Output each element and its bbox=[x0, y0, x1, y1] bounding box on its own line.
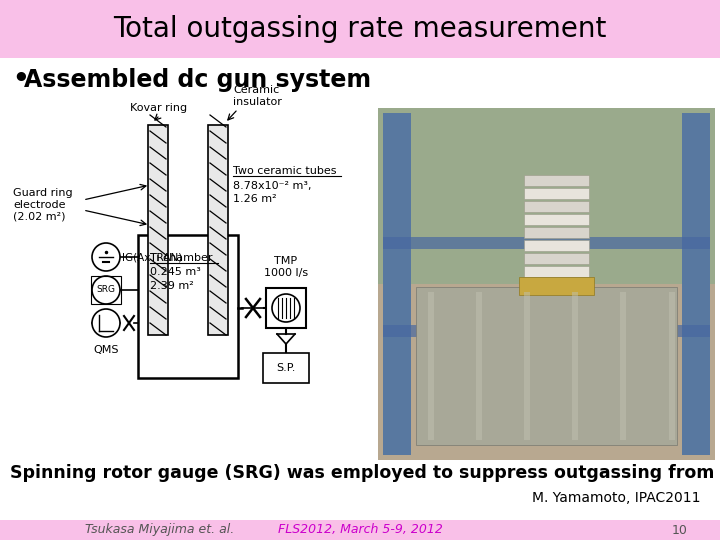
Bar bbox=[138, 235, 238, 378]
Bar bbox=[378, 108, 715, 460]
Bar bbox=[266, 288, 306, 328]
Bar bbox=[524, 292, 530, 440]
Bar bbox=[0, 0, 720, 58]
Circle shape bbox=[92, 309, 120, 337]
Bar bbox=[524, 201, 589, 212]
Bar bbox=[524, 188, 589, 199]
Text: Kovar ring: Kovar ring bbox=[130, 103, 187, 113]
Text: SRG: SRG bbox=[96, 286, 115, 294]
Bar bbox=[378, 108, 715, 284]
Bar bbox=[91, 276, 121, 304]
Bar bbox=[682, 113, 710, 455]
Text: Guard ring
electrode
(2.02 m²): Guard ring electrode (2.02 m²) bbox=[13, 188, 73, 221]
Text: FLS2012, March 5-9, 2012: FLS2012, March 5-9, 2012 bbox=[278, 523, 442, 537]
Text: 10: 10 bbox=[672, 523, 688, 537]
Circle shape bbox=[92, 276, 120, 304]
Bar bbox=[524, 214, 589, 225]
Bar bbox=[519, 277, 594, 295]
Text: Spinning rotor gauge (SRG) was employed to suppress outgassing from the gauge.: Spinning rotor gauge (SRG) was employed … bbox=[10, 464, 720, 482]
Bar bbox=[383, 237, 710, 249]
Bar bbox=[208, 125, 228, 335]
Bar bbox=[263, 353, 309, 383]
Text: IG(AxTRAN): IG(AxTRAN) bbox=[122, 252, 182, 262]
Text: QMS: QMS bbox=[94, 345, 119, 355]
Text: S.P.: S.P. bbox=[276, 363, 296, 373]
Bar bbox=[383, 113, 411, 455]
Bar bbox=[148, 125, 168, 335]
Text: 1.26 m²: 1.26 m² bbox=[233, 194, 276, 204]
Bar bbox=[383, 325, 710, 337]
Text: Assembled dc gun system: Assembled dc gun system bbox=[24, 68, 371, 92]
Bar bbox=[620, 292, 626, 440]
Text: Ceramic
insulator: Ceramic insulator bbox=[233, 85, 282, 107]
Text: 2.39 m²: 2.39 m² bbox=[150, 281, 194, 291]
Bar bbox=[524, 240, 589, 251]
Bar bbox=[669, 292, 675, 440]
Bar bbox=[524, 175, 589, 186]
Bar bbox=[524, 227, 589, 238]
Bar bbox=[428, 292, 434, 440]
Text: Total outgassing rate measurement: Total outgassing rate measurement bbox=[113, 15, 607, 43]
Text: Tsukasa Miyajima et. al.: Tsukasa Miyajima et. al. bbox=[86, 523, 235, 537]
Text: Ti chamber: Ti chamber bbox=[150, 253, 212, 263]
Text: 0.245 m³: 0.245 m³ bbox=[150, 267, 201, 277]
Bar bbox=[524, 253, 589, 264]
Bar bbox=[572, 292, 578, 440]
Text: •: • bbox=[12, 67, 29, 93]
Text: M. Yamamoto, IPAC2011: M. Yamamoto, IPAC2011 bbox=[531, 491, 700, 505]
Bar bbox=[524, 266, 589, 277]
Text: 8.78x10⁻² m³,: 8.78x10⁻² m³, bbox=[233, 181, 312, 191]
Bar bbox=[416, 287, 677, 445]
Text: TMP
1000 l/s: TMP 1000 l/s bbox=[264, 256, 308, 278]
Circle shape bbox=[92, 243, 120, 271]
Text: Two ceramic tubes: Two ceramic tubes bbox=[233, 166, 336, 176]
Bar bbox=[476, 292, 482, 440]
Bar bbox=[0, 520, 720, 540]
